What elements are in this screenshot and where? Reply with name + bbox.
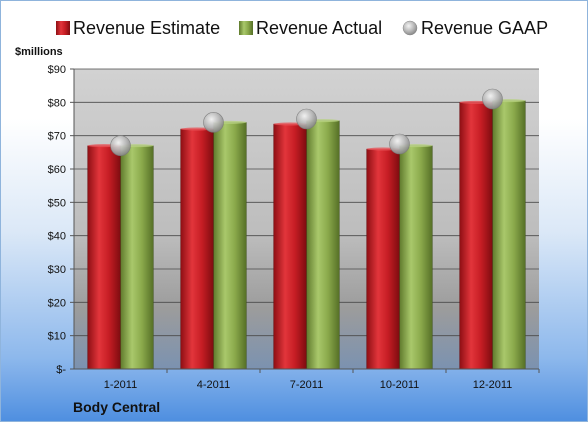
bar-actual bbox=[492, 100, 526, 370]
y-tick-label: $60 bbox=[48, 164, 66, 176]
x-tick-label: 10-2011 bbox=[380, 379, 420, 391]
x-axis-ticks: 1-2011 4-2011 7-2011 10-2011 12-2011 bbox=[104, 369, 540, 391]
y-tick-label: $80 bbox=[48, 97, 66, 109]
x-tick-label: 4-2011 bbox=[197, 379, 230, 391]
bar-estimate bbox=[459, 102, 493, 370]
bar-actual bbox=[306, 120, 340, 370]
legend: Revenue Estimate Revenue Actual Revenue … bbox=[56, 18, 548, 38]
gaap-marker bbox=[482, 88, 503, 110]
bar-estimate bbox=[180, 128, 214, 370]
x-tick-label: 12-2011 bbox=[473, 379, 513, 391]
y-tick-label: $10 bbox=[48, 331, 66, 343]
bar-estimate bbox=[273, 123, 307, 370]
legend-label-actual: Revenue Actual bbox=[256, 18, 382, 38]
x-tick-label: 7-2011 bbox=[290, 379, 323, 391]
bar-actual bbox=[213, 122, 247, 370]
gaap-marker bbox=[203, 112, 224, 133]
legend-label-estimate: Revenue Estimate bbox=[73, 18, 220, 38]
gaap-markers-group bbox=[110, 88, 503, 156]
company-name: Body Central bbox=[73, 399, 160, 415]
bar-actual bbox=[399, 145, 433, 370]
y-axis-unit-label: $millions bbox=[15, 46, 63, 58]
y-tick-label: $90 bbox=[48, 64, 66, 76]
y-tick-label: $- bbox=[56, 364, 66, 376]
gaap-marker bbox=[389, 133, 410, 155]
y-tick-label: $20 bbox=[48, 297, 66, 309]
bar-actual bbox=[120, 145, 154, 370]
bar-estimate bbox=[87, 145, 121, 370]
bar-estimate bbox=[366, 148, 400, 370]
legend-swatch-actual bbox=[239, 21, 253, 35]
x-tick-label: 1-2011 bbox=[104, 379, 137, 391]
gaap-marker bbox=[110, 135, 131, 156]
legend-swatch-estimate bbox=[56, 21, 70, 35]
legend-label-gaap: Revenue GAAP bbox=[421, 18, 548, 38]
y-tick-label: $40 bbox=[48, 231, 66, 243]
y-tick-label: $70 bbox=[48, 131, 66, 143]
legend-swatch-gaap bbox=[402, 20, 418, 36]
y-tick-label: $50 bbox=[48, 197, 66, 209]
bars-group bbox=[87, 99, 526, 370]
y-tick-label: $30 bbox=[48, 264, 66, 276]
y-axis-ticks: $- $10 $20 $30 $40 $50 $60 $70 $80 $90 bbox=[48, 64, 74, 376]
gaap-marker bbox=[296, 108, 317, 130]
